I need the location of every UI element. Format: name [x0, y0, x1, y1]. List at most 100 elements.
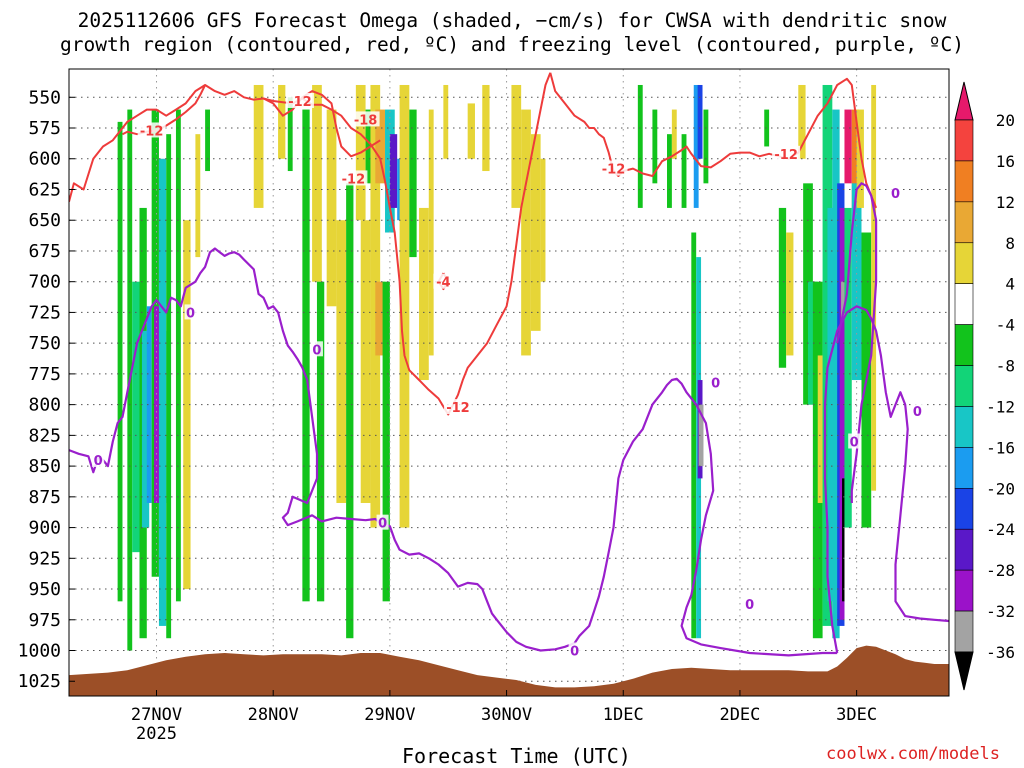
x-tick-label: 27NOV: [131, 705, 182, 725]
contour-label: 0: [378, 517, 387, 532]
contour-label-bg: [443, 399, 472, 415]
colorbar-bin: [954, 365, 974, 407]
omega-cell: [698, 404, 704, 467]
y-tick-label: 750: [28, 333, 61, 354]
y-tick-label: 850: [28, 456, 61, 477]
y-tick-label: 950: [28, 579, 61, 600]
omega-cell: [844, 109, 852, 184]
colorbar-label: 8: [1005, 234, 1015, 253]
dgz-contour-line: [549, 72, 878, 209]
omega-cell: [798, 84, 806, 159]
omega-cell: [652, 109, 658, 184]
omega-shading: [117, 84, 877, 651]
colorbar-label: -32: [986, 602, 1015, 621]
colorbar-bottom-arrow: [954, 651, 974, 691]
contour-label: 0: [913, 405, 922, 420]
colorbar-bin: [954, 610, 974, 653]
contour-label: -4: [436, 276, 450, 291]
omega-cell: [389, 134, 398, 208]
omega-cell: [443, 84, 449, 159]
contour-label-bg: [376, 514, 389, 530]
y-tick-label: 625: [28, 179, 61, 200]
contour-label-bg: [433, 273, 454, 289]
y-tick-label: 775: [28, 364, 61, 385]
omega-cell: [375, 109, 386, 184]
chart-title-line-2: growth region (contoured, red, ºC) and f…: [60, 33, 964, 56]
y-tick-label: 1000: [18, 641, 61, 662]
x-axis-title: Forecast Time (UTC): [402, 744, 631, 768]
y-tick-label: 600: [28, 149, 61, 170]
omega-cell: [841, 281, 845, 319]
y-tick-label: 875: [28, 487, 61, 508]
x-tick-label: 1DEC: [603, 705, 644, 725]
contour-label-bg: [848, 433, 861, 449]
contour-label: 0: [570, 645, 579, 660]
omega-cell: [326, 109, 337, 307]
colorbar-bin: [954, 406, 974, 448]
freezing-level-contour-line: [823, 305, 949, 654]
omega-cell: [428, 109, 434, 356]
omega-cell: [399, 84, 410, 528]
y-tick-label: 550: [28, 87, 61, 108]
y-tick-label: 675: [28, 241, 61, 262]
omega-cell: [382, 281, 390, 602]
omega-cell: [778, 207, 787, 368]
omega-cell: [786, 232, 794, 356]
contour-label: 0: [711, 377, 720, 392]
y-tick-label: 800: [28, 395, 61, 416]
colorbar-bin: [954, 160, 974, 203]
colorbar-bin: [954, 447, 974, 489]
colorbar-label: -8: [996, 357, 1015, 376]
contour-label: 0: [850, 436, 859, 451]
x-tick-label: 29NOV: [364, 705, 415, 725]
contour-label: 0: [891, 187, 900, 202]
y-tick-label: 825: [28, 425, 61, 446]
omega-cell: [278, 84, 286, 159]
contour-label: 0: [186, 306, 195, 321]
contour-label-bg: [911, 402, 924, 418]
plot-frame: [68, 68, 950, 697]
contour-label: -12: [140, 124, 164, 139]
colorbar-label: -24: [986, 520, 1015, 539]
omega-cell: [336, 220, 347, 503]
terrain-area: [69, 645, 949, 696]
x-tick-label: 3DEC: [836, 705, 877, 725]
contour-label-bg: [709, 374, 722, 390]
colorbar-top-arrow: [954, 81, 974, 121]
omega-cell: [141, 330, 150, 528]
y-tick-label: 900: [28, 518, 61, 539]
omega-cell: [166, 134, 172, 639]
omega-cell: [856, 109, 864, 208]
omega-cell: [346, 183, 354, 639]
omega-cell: [302, 109, 310, 602]
omega-cell: [482, 84, 490, 172]
credit-link[interactable]: coolwx.com/models: [826, 744, 1000, 764]
contour-label: -12: [446, 401, 470, 416]
omega-cell: [530, 134, 541, 331]
contour-label: 0: [94, 454, 103, 469]
colorbar-label: 4: [1005, 275, 1015, 294]
contour-label-bg: [310, 341, 323, 357]
colorbar-label: -36: [986, 643, 1015, 662]
x-tick-label: 30NOV: [481, 705, 532, 725]
colorbar-label: -28: [986, 561, 1015, 580]
contour-label-bg: [599, 160, 628, 176]
contour-label: -12: [288, 95, 312, 110]
colorbar-bin: [954, 324, 974, 366]
omega-cell: [161, 330, 167, 503]
omega-cell: [419, 207, 429, 381]
omega-cell: [832, 109, 840, 639]
omega-cell: [117, 121, 123, 602]
colorbar-label: 16: [996, 152, 1015, 171]
omega-cell: [360, 220, 371, 503]
y-tick-label: 725: [28, 302, 61, 323]
omega-cell: [195, 134, 201, 258]
omega-cell: [253, 84, 264, 208]
omega-cell: [697, 84, 703, 159]
omega-cell: [764, 109, 770, 147]
contour-label: -12: [602, 163, 626, 178]
omega-cell: [703, 109, 709, 184]
omega-cell: [205, 109, 210, 172]
contour-label-bg: [889, 185, 902, 201]
